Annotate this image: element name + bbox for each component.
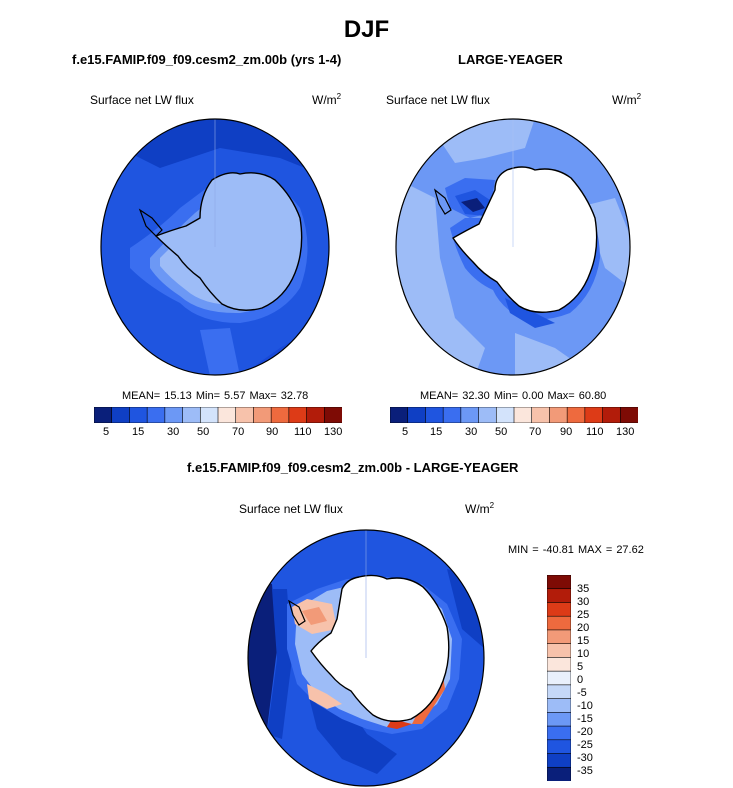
- panel3-colorbar: [547, 575, 571, 781]
- colorbar-swatch: [217, 407, 237, 423]
- panel2-units-label: W/m2: [612, 92, 642, 108]
- panel1-variable-label: Surface net LW flux: [90, 93, 194, 107]
- panel1-tick: 30: [167, 426, 180, 438]
- colorbar-swatch: [547, 753, 571, 768]
- colorbar-swatch: [531, 407, 551, 423]
- panel2-map: [395, 118, 631, 376]
- colorbar-swatch: [442, 407, 462, 423]
- colorbar-swatch: [425, 407, 444, 423]
- colorbar-swatch: [566, 407, 586, 423]
- panel1-tick: 90: [266, 426, 279, 438]
- panel3-tick: -35: [577, 765, 593, 777]
- panel3-map: [247, 529, 485, 787]
- panel3-tick: 30: [577, 596, 590, 608]
- panel3-stats: MIN = -40.81 MAX = 27.62: [508, 544, 644, 556]
- colorbar-swatch: [513, 407, 533, 423]
- colorbar-swatch: [306, 407, 325, 423]
- panel3-tick: 0: [577, 674, 584, 686]
- panel1-tick: 70: [232, 426, 245, 438]
- panel2-tick: 30: [465, 426, 478, 438]
- panel1-colorbar: [94, 407, 342, 423]
- colorbar-swatch: [547, 575, 571, 590]
- panel2-tick: 110: [586, 426, 604, 438]
- panel3-tick: -30: [577, 752, 593, 764]
- colorbar-swatch: [549, 407, 568, 423]
- panel1-case-title: f.e15.FAMIP.f09_f09.cesm2_zm.00b (yrs 1-…: [72, 52, 342, 67]
- colorbar-swatch: [547, 602, 571, 617]
- panel2-tick: 70: [529, 426, 542, 438]
- colorbar-swatch: [584, 407, 604, 423]
- colorbar-swatch: [129, 407, 148, 423]
- panel3-case-title: f.e15.FAMIP.f09_f09.cesm2_zm.00b - LARGE…: [187, 460, 519, 475]
- panel1-tick: 110: [294, 426, 312, 438]
- panel2-tick: 50: [495, 426, 508, 438]
- panel3-tick: 25: [577, 609, 590, 621]
- colorbar-swatch: [199, 407, 219, 423]
- panel3-variable-label: Surface net LW flux: [239, 502, 343, 516]
- colorbar-swatch: [478, 407, 497, 423]
- panel2-colorbar: [390, 407, 638, 423]
- colorbar-swatch: [547, 739, 571, 755]
- panel3-colorbar-ticks: 35 30 25 20 15 10 5 0 -5 -10 -15 -20 -25…: [577, 583, 617, 777]
- colorbar-swatch: [495, 407, 515, 423]
- colorbar-swatch: [94, 407, 113, 423]
- panel3-units-label: W/m2: [465, 501, 495, 517]
- colorbar-swatch: [146, 407, 166, 423]
- colorbar-swatch: [547, 643, 571, 658]
- colorbar-swatch: [619, 407, 638, 423]
- colorbar-swatch: [602, 407, 621, 423]
- colorbar-swatch: [547, 629, 571, 645]
- panel2-case-title: LARGE-YEAGER: [458, 52, 563, 67]
- panel1-stats: MEAN= 15.13 Min= 5.57 Max= 32.78: [122, 390, 309, 402]
- colorbar-swatch: [182, 407, 201, 423]
- panel1-tick: 130: [324, 426, 343, 438]
- colorbar-swatch: [547, 657, 571, 672]
- colorbar-swatch: [547, 712, 571, 727]
- colorbar-swatch: [547, 615, 571, 631]
- panel1-colorbar-ticks: 5 15 30 50 70 90 110 130: [94, 426, 342, 440]
- colorbar-swatch: [270, 407, 290, 423]
- colorbar-swatch: [547, 684, 571, 700]
- colorbar-swatch: [407, 407, 427, 423]
- colorbar-swatch: [235, 407, 255, 423]
- colorbar-swatch: [547, 698, 571, 713]
- colorbar-swatch: [547, 766, 571, 781]
- panel2-tick: 130: [616, 426, 635, 438]
- panel1-tick: 15: [132, 426, 145, 438]
- panel3-tick: 35: [577, 583, 590, 595]
- panel2-colorbar-ticks: 5 15 30 50 70 90 110 130: [390, 426, 638, 440]
- panel3-tick: -10: [577, 700, 593, 712]
- colorbar-swatch: [253, 407, 272, 423]
- colorbar-swatch: [390, 407, 409, 423]
- colorbar-swatch: [111, 407, 131, 423]
- colorbar-swatch: [547, 725, 571, 741]
- panel3-tick: 5: [577, 661, 584, 673]
- panel3-tick: -5: [577, 687, 587, 699]
- colorbar-swatch: [460, 407, 480, 423]
- main-title: DJF: [343, 16, 390, 43]
- panel1-map: [100, 118, 330, 376]
- panel1-tick: 5: [103, 426, 110, 438]
- panel2-tick: 15: [430, 426, 443, 438]
- colorbar-swatch: [547, 588, 571, 604]
- panel3-tick: -25: [577, 739, 593, 751]
- panel2-variable-label: Surface net LW flux: [386, 93, 490, 107]
- panel3-tick: 10: [577, 648, 590, 660]
- panel3-tick: 20: [577, 622, 590, 634]
- panel2-stats: MEAN= 32.30 Min= 0.00 Max= 60.80: [420, 390, 607, 402]
- colorbar-swatch: [547, 670, 571, 686]
- panel2-tick: 90: [560, 426, 573, 438]
- panel1-tick: 50: [197, 426, 210, 438]
- colorbar-swatch: [288, 407, 308, 423]
- panel3-tick: 15: [577, 635, 590, 647]
- colorbar-swatch: [323, 407, 342, 423]
- panel2-tick: 5: [402, 426, 409, 438]
- panel3-tick: -20: [577, 726, 593, 738]
- panel1-units-label: W/m2: [312, 92, 342, 108]
- panel3-tick: -15: [577, 713, 593, 725]
- colorbar-swatch: [164, 407, 184, 423]
